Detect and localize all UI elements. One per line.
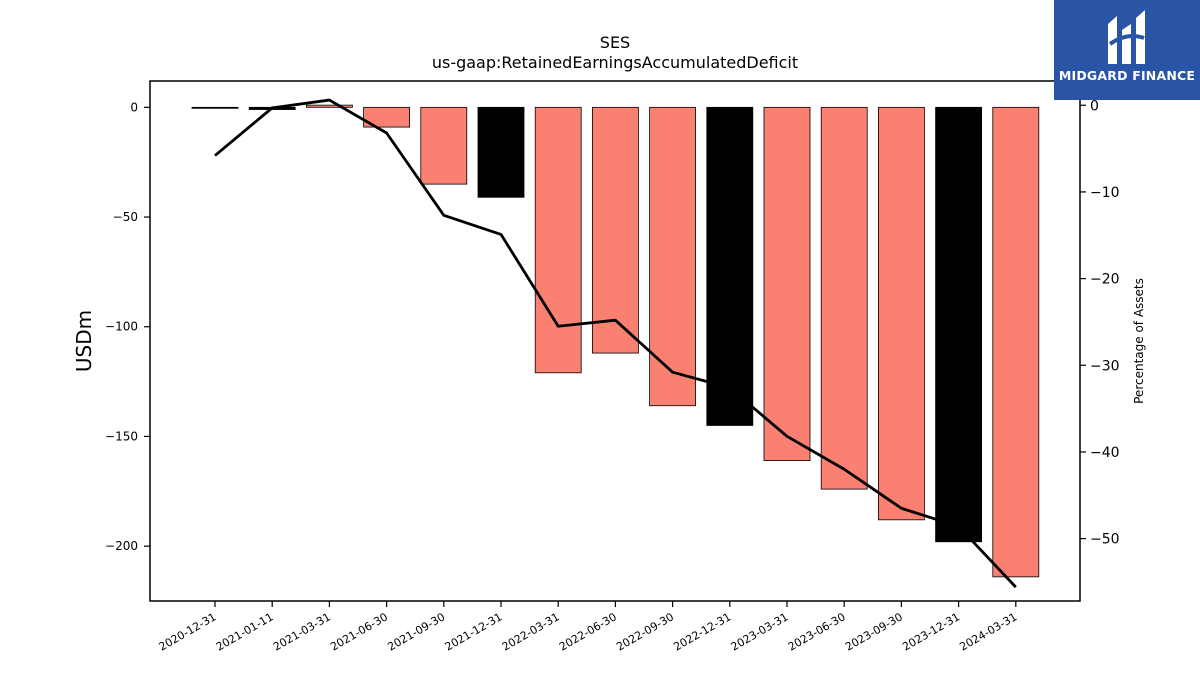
bar-2023-12-31: [935, 106, 982, 543]
y-tick-label: −100: [105, 320, 138, 334]
x-tick-label: 2021-12-31: [443, 610, 505, 653]
y-tick-label: −50: [113, 210, 138, 224]
bar-2021-03-31: [305, 104, 353, 108]
y-right-tick-label: −30: [1090, 358, 1120, 374]
y-axis-label: USDm: [72, 310, 96, 372]
y-right-tick-label: −50: [1090, 532, 1120, 548]
x-tick-label: 2023-12-31: [900, 610, 962, 653]
x-tick-label: 2021-01-11: [214, 610, 276, 653]
x-tick-label: 2022-12-31: [671, 610, 733, 653]
logo-text: MIDGARD FINANCE: [1058, 68, 1196, 83]
y-right-tick-label: 0: [1090, 98, 1099, 114]
x-tick-label: 2022-09-30: [614, 610, 676, 653]
bar-2021-12-31: [477, 106, 525, 198]
y-axis-left: 0 −50 −100 −150 −200: [105, 100, 150, 553]
bar-group: [191, 104, 1040, 578]
x-tick-label: 2023-09-30: [843, 610, 905, 653]
logo-mark-icon: [1108, 10, 1145, 64]
bar-2022-06-30: [592, 106, 639, 354]
x-tick-label: 2022-06-30: [557, 610, 619, 653]
x-tick-label: 2023-06-30: [786, 610, 848, 653]
y-axis-right: 0 −10 −20 −30 −40 −50: [1080, 98, 1120, 548]
x-tick-label: 2023-03-31: [729, 610, 791, 653]
y-tick-label: 0: [130, 100, 138, 114]
bar-2021-09-30: [420, 106, 468, 185]
x-tick-label: 2024-03-31: [957, 610, 1019, 653]
y-tick-label: −200: [105, 539, 138, 553]
bar-2022-12-31: [706, 106, 754, 426]
line-group: [214, 98, 1017, 589]
bar-2022-09-30: [649, 106, 696, 407]
x-tick-label: 2022-03-31: [500, 610, 562, 653]
x-tick-label: 2021-03-31: [271, 610, 333, 653]
bar-2023-06-30: [820, 106, 868, 490]
brand-logo: MIDGARD FINANCE: [1054, 0, 1200, 100]
bar-2024-03-31: [992, 106, 1040, 578]
chart-subtitle: us-gaap:RetainedEarningsAccumulatedDefic…: [432, 53, 798, 72]
y-right-tick-label: −20: [1090, 272, 1120, 288]
bar-2023-03-31: [763, 106, 811, 461]
x-tick-label: 2021-06-30: [328, 610, 390, 653]
bar-2021-06-30: [363, 106, 411, 128]
x-tick-label: 2021-09-30: [385, 610, 447, 653]
bar-2023-09-30: [878, 106, 925, 521]
y-right-tick-label: −40: [1090, 445, 1120, 461]
y-right-tick-label: −10: [1090, 185, 1120, 201]
y-tick-label: −150: [105, 429, 138, 443]
x-tick-label: 2020-12-31: [157, 610, 219, 653]
bar-2020-12-31: [191, 106, 239, 109]
x-axis: 2020-12-312021-01-112021-03-312021-06-30…: [157, 601, 1019, 654]
bar-2022-03-31: [534, 106, 582, 374]
y-axis-right-label: Percentage of Assets: [1132, 278, 1146, 404]
chart-title: SES: [600, 33, 630, 52]
percentage-of-assets-line: [214, 98, 1017, 589]
